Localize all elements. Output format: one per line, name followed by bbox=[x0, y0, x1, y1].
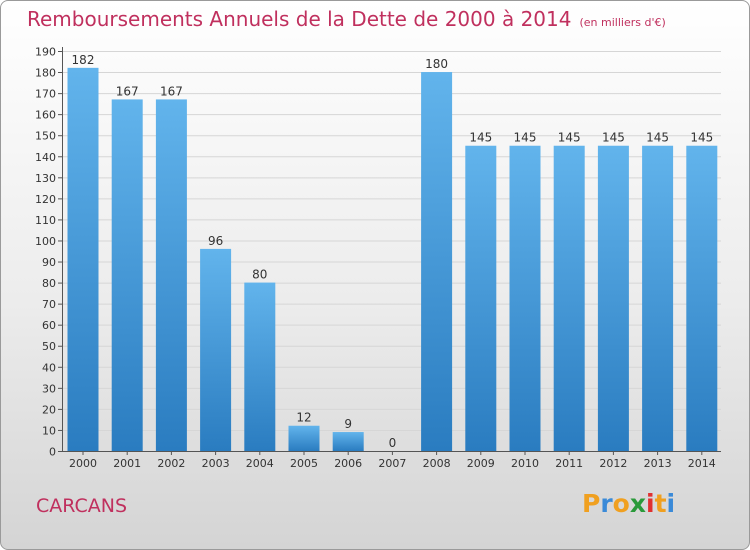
logo-letter: o bbox=[612, 489, 630, 518]
x-tick-label-2007: 2007 bbox=[378, 457, 406, 470]
x-tick-label-2014: 2014 bbox=[688, 457, 716, 470]
x-tick-label-2011: 2011 bbox=[555, 457, 583, 470]
data-label-2009: 145 bbox=[469, 131, 492, 145]
y-tick-label: 110 bbox=[35, 214, 56, 227]
x-tick-labels: 2000 2001 2002 2003 2004 2005 2006 2007 2008 2009… bbox=[69, 457, 716, 470]
y-tick-label: 90 bbox=[42, 256, 56, 269]
data-label-2011: 145 bbox=[558, 131, 581, 145]
logo-letter: r bbox=[600, 489, 613, 518]
data-label-2006: 9 bbox=[344, 417, 352, 431]
bar-2000 bbox=[67, 67, 99, 451]
y-tick-label: 100 bbox=[35, 235, 56, 248]
x-tick-label-2005: 2005 bbox=[290, 457, 318, 470]
y-tick-label: 50 bbox=[42, 340, 56, 353]
logo-letter: i bbox=[666, 489, 676, 518]
bar-2001 bbox=[111, 99, 143, 451]
bar-2011 bbox=[553, 145, 585, 451]
proxiti-logo: Proxiti bbox=[582, 489, 675, 518]
bar-2008 bbox=[421, 72, 453, 451]
logo-letter: t bbox=[654, 489, 667, 518]
data-label-2003: 96 bbox=[208, 234, 223, 248]
logo-letter: P bbox=[582, 489, 601, 518]
data-label-2001: 167 bbox=[116, 84, 139, 98]
logo-letter: i bbox=[646, 489, 655, 518]
y-tick-label: 70 bbox=[42, 298, 56, 311]
bar-2013 bbox=[642, 145, 674, 451]
y-tick-label: 130 bbox=[35, 172, 56, 185]
data-label-2008: 180 bbox=[425, 57, 448, 71]
bar-2006 bbox=[332, 432, 364, 451]
data-label-2010: 145 bbox=[514, 131, 537, 145]
x-tick-label-2006: 2006 bbox=[334, 457, 362, 470]
axes bbox=[58, 47, 721, 455]
x-tick-label-2013: 2013 bbox=[644, 457, 672, 470]
bar-2009 bbox=[465, 145, 497, 451]
y-tick-label: 40 bbox=[42, 361, 56, 374]
y-tick-label: 30 bbox=[42, 382, 56, 395]
data-label-2012: 145 bbox=[602, 131, 625, 145]
y-tick-label: 20 bbox=[42, 403, 56, 416]
bar-2004 bbox=[244, 282, 276, 451]
data-label-2014: 145 bbox=[690, 131, 713, 145]
bar-2002 bbox=[155, 99, 187, 451]
data-label-2013: 145 bbox=[646, 131, 669, 145]
bar-2005 bbox=[288, 425, 320, 451]
y-tick-label: 10 bbox=[42, 424, 56, 437]
data-label-2000: 182 bbox=[72, 53, 95, 67]
x-tick-label-2001: 2001 bbox=[113, 457, 141, 470]
x-tick-label-2002: 2002 bbox=[157, 457, 185, 470]
y-tick-label: 190 bbox=[35, 46, 56, 59]
chart-title-text: Remboursements Annuels de la Dette de 20… bbox=[27, 7, 572, 31]
data-label-2007: 0 bbox=[389, 436, 397, 450]
y-tick-labels: 0 10 20 30 40 50 60 70 80 90 100 110 120 130 140 150 160… bbox=[35, 46, 56, 459]
x-tick-label-2000: 2000 bbox=[69, 457, 97, 470]
logo-letter: x bbox=[629, 489, 646, 518]
y-tick-label: 170 bbox=[35, 88, 56, 101]
x-tick-label-2008: 2008 bbox=[423, 457, 451, 470]
bar-2010 bbox=[509, 145, 541, 451]
y-tick-label: 0 bbox=[49, 446, 56, 459]
x-tick-label-2004: 2004 bbox=[246, 457, 274, 470]
x-tick-label-2003: 2003 bbox=[202, 457, 230, 470]
x-tick-label-2010: 2010 bbox=[511, 457, 539, 470]
y-tick-label: 120 bbox=[35, 193, 56, 206]
chart-title: Remboursements Annuels de la Dette de 20… bbox=[27, 7, 666, 31]
y-tick-label: 180 bbox=[35, 67, 56, 80]
data-label-2004: 80 bbox=[252, 268, 267, 282]
data-labels: 182 167 167 96 80 12 9 0 180 145 145 145 145 145 145 bbox=[72, 53, 714, 450]
y-tick-label: 60 bbox=[42, 319, 56, 332]
y-tick-label: 140 bbox=[35, 151, 56, 164]
data-label-2002: 167 bbox=[160, 84, 183, 98]
x-tick-label-2009: 2009 bbox=[467, 457, 495, 470]
bar-2014 bbox=[686, 145, 718, 451]
city-name: CARCANS bbox=[36, 495, 128, 517]
data-label-2005: 12 bbox=[296, 411, 311, 425]
bars bbox=[67, 67, 718, 451]
bar-2003 bbox=[200, 248, 232, 451]
y-tick-label: 160 bbox=[35, 109, 56, 122]
x-tick-label-2012: 2012 bbox=[599, 457, 627, 470]
chart-title-unit: (en milliers d'€) bbox=[579, 16, 666, 29]
y-tick-label: 80 bbox=[42, 277, 56, 290]
bar-2012 bbox=[597, 145, 629, 451]
y-tick-label: 150 bbox=[35, 130, 56, 143]
